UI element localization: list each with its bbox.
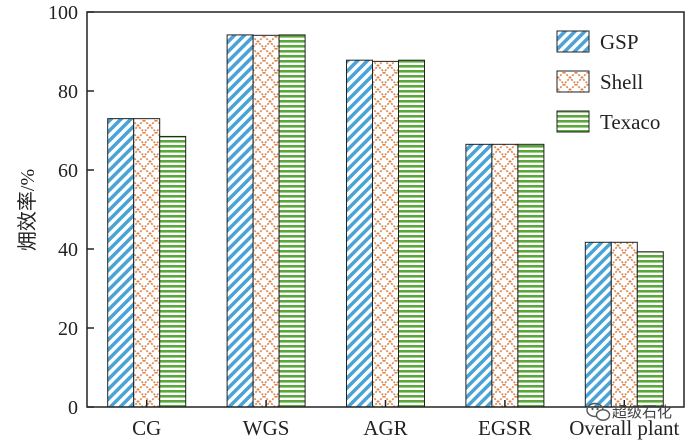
bar-gsp-agr bbox=[346, 59, 373, 408]
legend: GSP Shell Texaco bbox=[556, 30, 660, 134]
bar-gsp-wgs bbox=[226, 34, 254, 408]
y-axis-label: 㶲效率/% bbox=[16, 169, 39, 251]
legend-swatch-gsp bbox=[556, 30, 590, 53]
bar-texaco-wgs bbox=[278, 34, 306, 408]
bar-shell-overall-plant bbox=[610, 241, 638, 408]
bar-shell-cg bbox=[133, 118, 161, 408]
y-tick-label: 40 bbox=[58, 239, 78, 261]
y-tick-label: 0 bbox=[68, 397, 78, 419]
y-tick-label: 100 bbox=[48, 2, 78, 24]
legend-swatch-texaco bbox=[556, 110, 590, 133]
bar-texaco-egsr bbox=[517, 143, 545, 408]
x-tick-label: EGSR bbox=[478, 416, 532, 440]
x-tick-label: WGS bbox=[243, 416, 290, 440]
bar-shell-agr bbox=[372, 60, 399, 408]
bars-layer bbox=[107, 34, 664, 408]
legend-label-texaco: Texaco bbox=[600, 110, 660, 134]
legend-label-shell: Shell bbox=[600, 70, 643, 94]
bar-texaco-overall-plant bbox=[636, 251, 664, 408]
watermark-text: 超级石化 bbox=[612, 403, 672, 421]
x-tick-label: Overall plant bbox=[569, 416, 679, 440]
legend-label-gsp: GSP bbox=[600, 30, 639, 54]
bar-texaco-agr bbox=[398, 59, 425, 408]
bar-texaco-cg bbox=[159, 135, 187, 408]
wechat-icon bbox=[586, 402, 611, 421]
y-tick-label: 60 bbox=[58, 160, 78, 182]
y-tick-label: 20 bbox=[58, 318, 78, 340]
bar-shell-egsr bbox=[491, 143, 519, 408]
bar-gsp-overall-plant bbox=[584, 241, 612, 408]
y-tick-label: 80 bbox=[58, 81, 78, 103]
bar-gsp-cg bbox=[107, 118, 135, 408]
watermark: 超级石化 bbox=[586, 402, 672, 421]
x-tick-label: CG bbox=[132, 416, 161, 440]
bar-gsp-egsr bbox=[465, 143, 493, 408]
y-axis: 0 20 40 60 80 100 bbox=[48, 2, 94, 419]
legend-swatch-shell bbox=[556, 70, 590, 93]
bar-shell-wgs bbox=[252, 34, 280, 408]
x-tick-label: AGR bbox=[363, 416, 407, 440]
x-axis: CG WGS AGR EGSR Overall plant bbox=[132, 400, 680, 440]
